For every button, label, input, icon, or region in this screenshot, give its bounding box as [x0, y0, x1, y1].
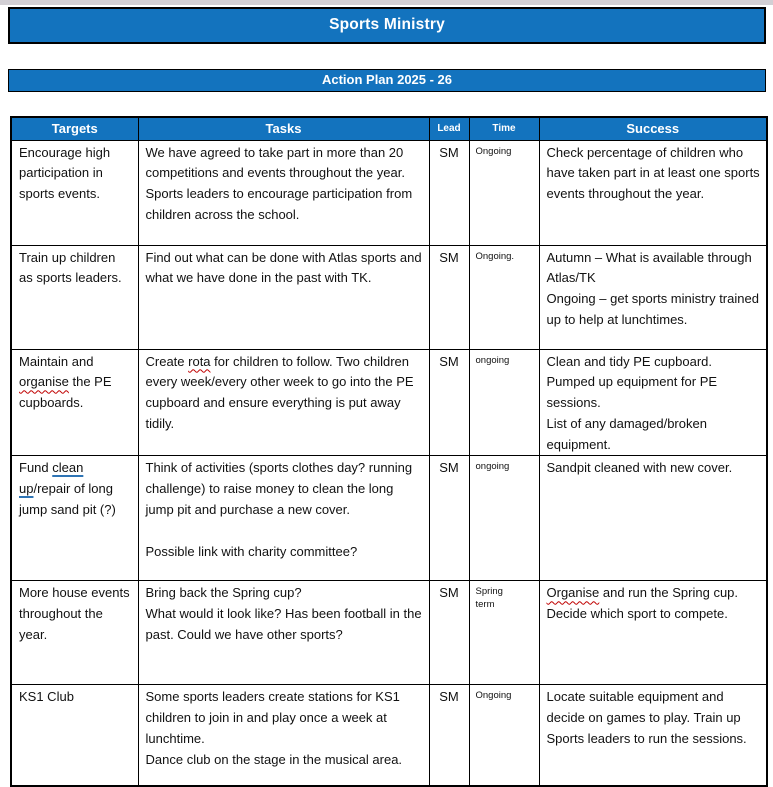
- paragraph: Maintain and organise the PE cupboards.: [19, 353, 112, 411]
- cell-lead[interactable]: SM: [428, 348, 470, 457]
- paragraph: What would it look like? Has been footba…: [145, 606, 422, 643]
- paragraph: Ongoing: [475, 145, 512, 157]
- header-lead[interactable]: Lead: [428, 116, 470, 141]
- paragraph: Ongoing.: [475, 250, 515, 262]
- cell-success[interactable]: Check percentage of children who have ta…: [538, 139, 768, 246]
- paragraph: Some sports leaders create stations for …: [145, 689, 400, 747]
- cell-tasks[interactable]: Think of activities (sports clothes day?…: [137, 455, 430, 582]
- cell-lead[interactable]: SM: [428, 244, 470, 350]
- cell-success[interactable]: Sandpit cleaned with new cover.: [538, 455, 768, 582]
- paragraph: We have agreed to take part in more than…: [145, 144, 413, 222]
- paragraph: Create rota for children to follow. Two …: [145, 353, 414, 431]
- paragraph: KS1 Club: [19, 689, 74, 705]
- cell-time[interactable]: Spring term: [468, 580, 540, 686]
- cell-tasks[interactable]: Find out what can be done with Atlas spo…: [137, 244, 430, 350]
- cell-targets[interactable]: Train up children as sports leaders.: [10, 244, 139, 350]
- paragraph: SM: [439, 144, 459, 160]
- action-plan-table: Targets Tasks Lead Time Success Encourag…: [10, 116, 768, 787]
- paragraph: More house events throughout the year.: [19, 585, 130, 643]
- table-row: Maintain and organise the PE cupboards. C…: [10, 348, 768, 457]
- cell-lead[interactable]: SM: [428, 580, 470, 686]
- misspelled-word: rota: [188, 353, 211, 369]
- paragraph: SM: [439, 460, 459, 476]
- paragraph: Dance club on the stage in the musical a…: [145, 751, 403, 767]
- cell-targets[interactable]: Fund clean up/repair of long jump sand p…: [10, 455, 139, 582]
- paragraph: Decide which sport to compete.: [546, 606, 728, 622]
- header-targets[interactable]: Targets: [10, 116, 139, 141]
- paragraph: SM: [439, 689, 459, 705]
- header-success[interactable]: Success: [538, 116, 768, 141]
- paragraph: Encourage high participation in sports e…: [19, 144, 111, 202]
- cell-time[interactable]: Ongoing: [468, 139, 540, 246]
- cell-lead[interactable]: SM: [428, 139, 470, 246]
- paragraph: Spring term: [475, 586, 503, 611]
- paragraph: Fund clean up/repair of long jump sand p…: [19, 460, 116, 518]
- cell-time[interactable]: ongoing: [468, 348, 540, 457]
- cell-tasks[interactable]: Create rota for children to follow. Two …: [137, 348, 430, 457]
- cell-targets[interactable]: Encourage high participation in sports e…: [10, 139, 139, 246]
- cell-tasks[interactable]: Bring back the Spring cup? What would it …: [137, 580, 430, 686]
- paragraph: ongoing: [475, 461, 510, 473]
- paragraph: Possible link with charity committee?: [145, 543, 358, 559]
- cell-success[interactable]: Organise and run the Spring cup. Decide w…: [538, 580, 768, 686]
- paragraph: Organise and run the Spring cup.: [546, 585, 739, 601]
- paragraph: ongoing: [475, 354, 510, 366]
- paragraph: Sandpit cleaned with new cover.: [546, 460, 733, 476]
- cell-time[interactable]: Ongoing: [468, 684, 540, 787]
- inserted-text: clean up: [19, 460, 84, 497]
- paragraph: [146, 521, 423, 542]
- paragraph: List of any damaged/broken equipment.: [546, 415, 707, 452]
- table-row: Fund clean up/repair of long jump sand p…: [10, 455, 768, 582]
- table-header-row: Targets Tasks Lead Time Success: [10, 116, 768, 141]
- cell-targets[interactable]: Maintain and organise the PE cupboards.: [10, 348, 139, 457]
- doc-title: Sports Ministry: [329, 16, 445, 33]
- header-tasks[interactable]: Tasks: [137, 116, 430, 141]
- paragraph: Ongoing – get sports ministry trained up…: [546, 291, 759, 327]
- action-plan-title: Action Plan 2025 - 26: [321, 72, 453, 87]
- paragraph: SM: [439, 353, 459, 369]
- cell-lead[interactable]: SM: [428, 684, 470, 787]
- table-row: Train up children as sports leaders. Find…: [10, 244, 768, 350]
- paragraph: Bring back the Spring cup?: [145, 585, 302, 601]
- misspelled-word: Organise: [546, 585, 600, 601]
- header-time[interactable]: Time: [468, 116, 540, 141]
- cell-targets[interactable]: More house events throughout the year.: [10, 580, 139, 686]
- doc-title-banner[interactable]: Sports Ministry: [8, 7, 766, 44]
- cell-time[interactable]: Ongoing.: [468, 244, 540, 350]
- paragraph: Locate suitable equipment and decide on …: [546, 689, 747, 747]
- action-plan-banner[interactable]: Action Plan 2025 - 26: [8, 69, 766, 92]
- paragraph: Think of activities (sports clothes day?…: [145, 460, 413, 518]
- paragraph: Train up children as sports leaders.: [19, 249, 122, 286]
- paragraph: Autumn – What is available through Atlas…: [546, 249, 752, 286]
- paragraph: Clean and tidy PE cupboard.: [546, 353, 713, 369]
- cell-success[interactable]: Locate suitable equipment and decide on …: [538, 684, 768, 787]
- page-edge-strip: [0, 0, 773, 5]
- cell-time[interactable]: ongoing: [468, 455, 540, 582]
- paragraph: SM: [439, 249, 459, 265]
- cell-targets[interactable]: KS1 Club: [10, 684, 139, 787]
- cell-success[interactable]: Clean and tidy PE cupboard. Pumped up equ…: [538, 348, 768, 457]
- cell-success[interactable]: Autumn – What is available through Atlas…: [538, 244, 768, 350]
- paragraph: Ongoing: [475, 690, 512, 702]
- misspelled-word: organise: [19, 374, 69, 390]
- cell-lead[interactable]: SM: [428, 455, 470, 582]
- cell-tasks[interactable]: We have agreed to take part in more than…: [137, 139, 430, 246]
- paragraph: Pumped up equipment for PE sessions.: [546, 374, 718, 411]
- table-row: Encourage high participation in sports e…: [10, 139, 768, 246]
- table-body: Encourage high participation in sports e…: [10, 139, 768, 787]
- paragraph: Check percentage of children who have ta…: [546, 144, 760, 202]
- table-row: KS1 Club Some sports leaders create stati…: [10, 684, 768, 787]
- paragraph: SM: [439, 585, 459, 601]
- paragraph: Find out what can be done with Atlas spo…: [145, 249, 422, 286]
- table-row: More house events throughout the year. Br…: [10, 580, 768, 686]
- cell-tasks[interactable]: Some sports leaders create stations for …: [137, 684, 430, 787]
